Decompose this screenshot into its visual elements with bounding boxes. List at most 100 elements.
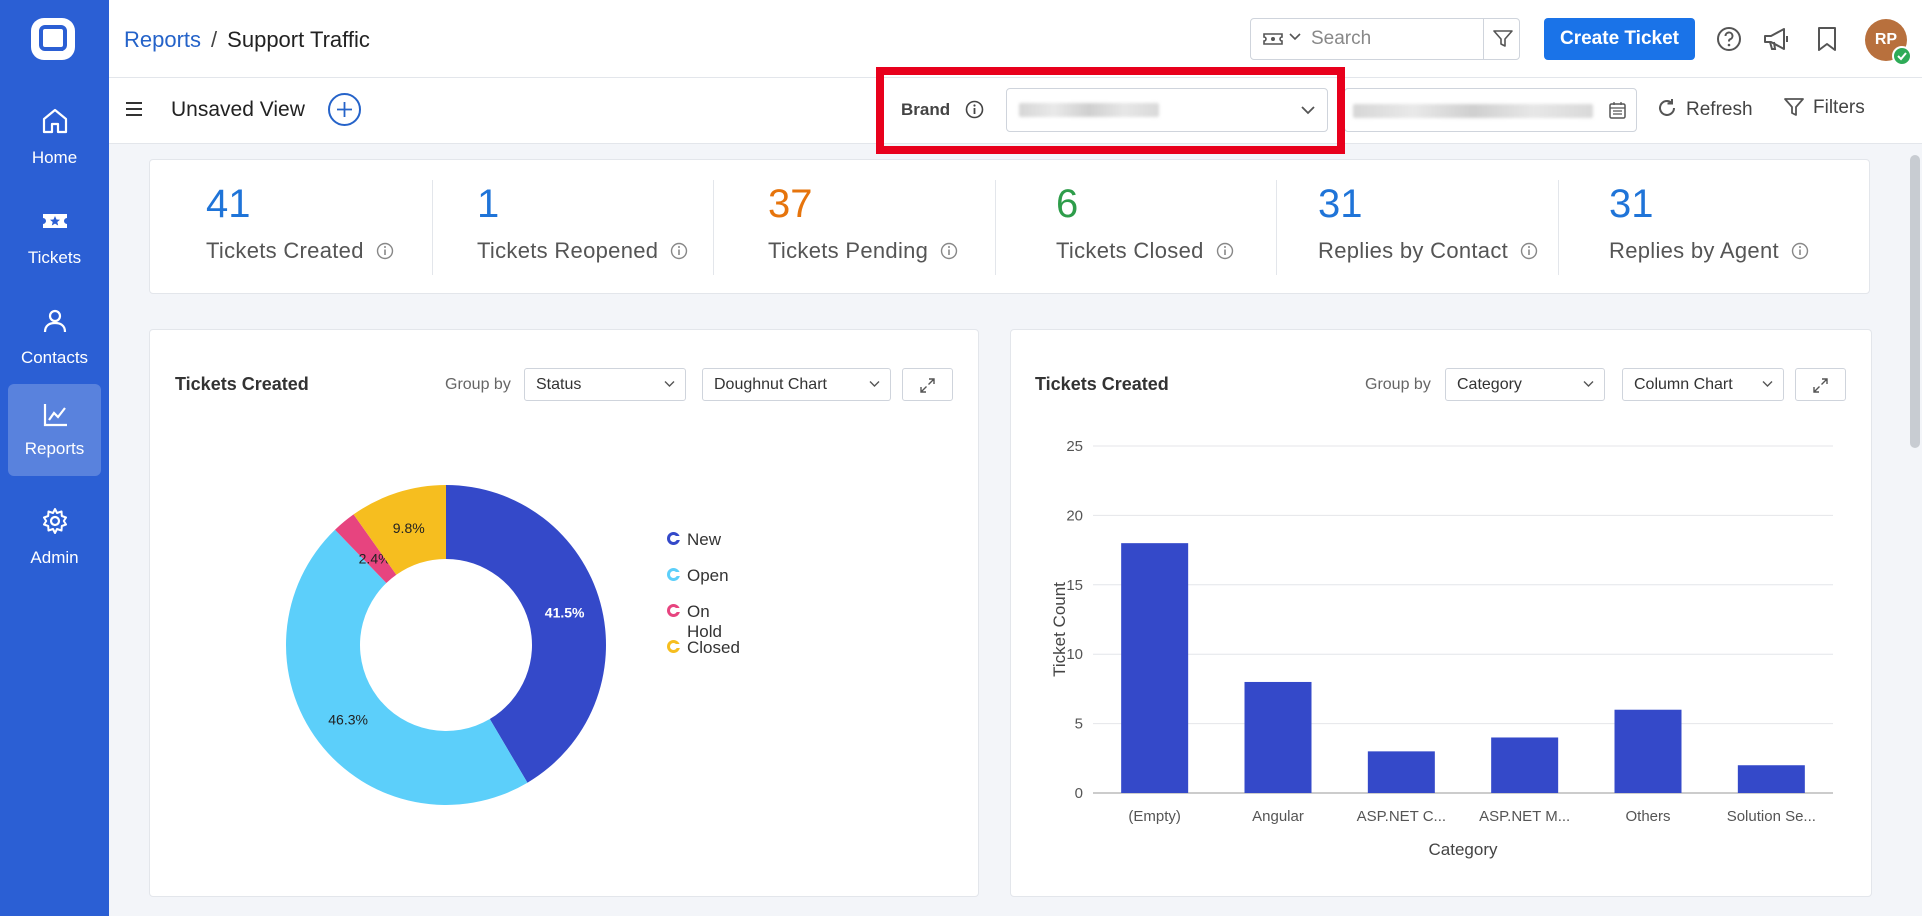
metric-value: 31 [1609, 182, 1654, 226]
info-icon[interactable] [1791, 242, 1809, 260]
refresh-button[interactable]: Refresh [1656, 97, 1753, 121]
info-icon[interactable] [965, 100, 984, 119]
chart-card-category: Tickets Created Group by Category Column… [1010, 329, 1872, 897]
x-axis-title: Category [1429, 840, 1498, 859]
metric-label: Replies by Agent [1609, 238, 1779, 263]
legend-label: Closed [687, 638, 740, 657]
sidebar-item-label: Contacts [20, 348, 89, 367]
x-tick-label: (Empty) [1128, 808, 1181, 825]
sidebar-item-admin[interactable]: Admin [8, 492, 101, 584]
metric-value: 41 [206, 182, 251, 226]
info-icon[interactable] [376, 242, 394, 260]
ticket-type-icon[interactable] [1263, 31, 1283, 47]
legend-marker-icon [667, 532, 680, 545]
ticket-icon [43, 214, 67, 228]
expand-chart-button[interactable] [902, 368, 953, 401]
slice-data-label: 9.8% [393, 520, 425, 536]
chart-type-select[interactable]: Doughnut Chart [702, 368, 891, 401]
info-icon[interactable] [940, 242, 958, 260]
y-tick-label: 5 [1075, 716, 1083, 733]
doughnut-chart: 41.5%46.3%2.4%9.8% [285, 485, 606, 806]
group-by-label: Group by [1365, 376, 1431, 393]
bar-3[interactable] [1491, 737, 1559, 793]
group-by-select[interactable]: Category [1445, 368, 1605, 401]
add-view-button[interactable] [328, 93, 361, 126]
breadcrumb-reports-link[interactable]: Reports [124, 27, 202, 52]
chevron-down-icon [869, 381, 880, 387]
group-by-value: Status [536, 376, 582, 393]
refresh-label: Refresh [1686, 99, 1753, 120]
page-scrollbar[interactable] [1910, 155, 1920, 448]
brand-select[interactable] [1006, 88, 1328, 132]
doughnut-slice-new[interactable] [446, 485, 606, 783]
y-tick-label: 10 [1066, 646, 1083, 663]
search-divider [1483, 19, 1484, 59]
bar-4[interactable] [1614, 709, 1682, 793]
group-by-value: Category [1457, 376, 1522, 393]
expand-icon [920, 378, 935, 393]
y-tick-label: 0 [1075, 785, 1083, 802]
sidebar-item-contacts[interactable]: Contacts [8, 292, 101, 384]
bar-0[interactable] [1121, 543, 1189, 793]
bar-2[interactable] [1367, 751, 1435, 793]
doughnut-slice-open[interactable] [285, 529, 528, 806]
info-icon[interactable] [1520, 242, 1538, 260]
chevron-down-icon [1583, 381, 1594, 387]
slice-data-label: 41.5% [545, 605, 585, 621]
sidebar-item-tickets[interactable]: Tickets [8, 192, 101, 284]
create-ticket-button[interactable]: Create Ticket [1544, 18, 1695, 60]
chevron-down-icon[interactable] [1289, 33, 1301, 41]
expand-icon [1813, 378, 1828, 393]
bookmark-icon[interactable] [1815, 25, 1839, 53]
metric-divider [432, 180, 433, 275]
breadcrumb: Reports / Support Traffic [124, 27, 370, 53]
date-range-picker[interactable] [1344, 88, 1637, 132]
sidebar-item-label: Reports [24, 439, 85, 458]
metric-label: Tickets Pending [768, 238, 929, 263]
metric-value: 6 [1056, 182, 1079, 226]
group-by-select[interactable]: Status [524, 368, 686, 401]
gear-icon [43, 508, 67, 534]
y-tick-label: 15 [1066, 577, 1083, 594]
y-tick-label: 20 [1066, 507, 1083, 524]
chart-title: Tickets Created [175, 374, 309, 394]
menu-icon[interactable] [125, 100, 143, 118]
info-icon[interactable] [670, 242, 688, 260]
column-chart: 0 5 10 15 20 25 (Empty) Angular ASP.NET C... ASP.… [1050, 438, 1833, 859]
metric-divider [1276, 180, 1277, 275]
search-input[interactable] [1311, 25, 1471, 53]
group-by-label: Group by [445, 376, 511, 393]
doughnut-slice-closed[interactable] [353, 485, 446, 575]
announcement-icon[interactable] [1762, 25, 1792, 53]
refresh-icon [1659, 99, 1675, 116]
chevron-down-icon [664, 381, 675, 387]
app-logo-icon[interactable] [29, 17, 77, 61]
sidebar-item-label: Tickets [27, 248, 82, 267]
doughnut-slice-on-hold[interactable] [335, 514, 397, 584]
legend-marker-icon [667, 604, 680, 617]
x-tick-label: ASP.NET M... [1479, 808, 1570, 825]
filters-button[interactable]: Filters [1783, 97, 1865, 119]
brand-label: Brand [901, 100, 951, 119]
slice-data-label: 46.3% [328, 711, 368, 727]
help-icon[interactable] [1715, 25, 1743, 53]
chart-line-icon [43, 404, 67, 427]
chart-type-value: Doughnut Chart [714, 376, 827, 393]
sidebar-item-home[interactable]: Home [8, 92, 101, 184]
bar-1[interactable] [1244, 681, 1312, 793]
info-icon[interactable] [1216, 242, 1234, 260]
metric-divider [995, 180, 996, 275]
bar-5[interactable] [1737, 765, 1805, 793]
metric-label: Tickets Reopened [477, 238, 659, 263]
expand-chart-button[interactable] [1795, 368, 1846, 401]
search-box [1250, 18, 1520, 60]
online-status-icon [1892, 46, 1912, 66]
metric-value: 37 [768, 182, 813, 226]
page-title: Support Traffic [227, 27, 370, 52]
metric-label: Tickets Closed [1056, 238, 1204, 263]
sidebar: Home Tickets Contacts Reports Admin [0, 0, 109, 916]
metric-label: Tickets Created [206, 238, 364, 263]
sidebar-item-reports[interactable]: Reports [8, 384, 101, 476]
filter-icon[interactable] [1493, 30, 1513, 48]
chart-type-select[interactable]: Column Chart [1622, 368, 1784, 401]
